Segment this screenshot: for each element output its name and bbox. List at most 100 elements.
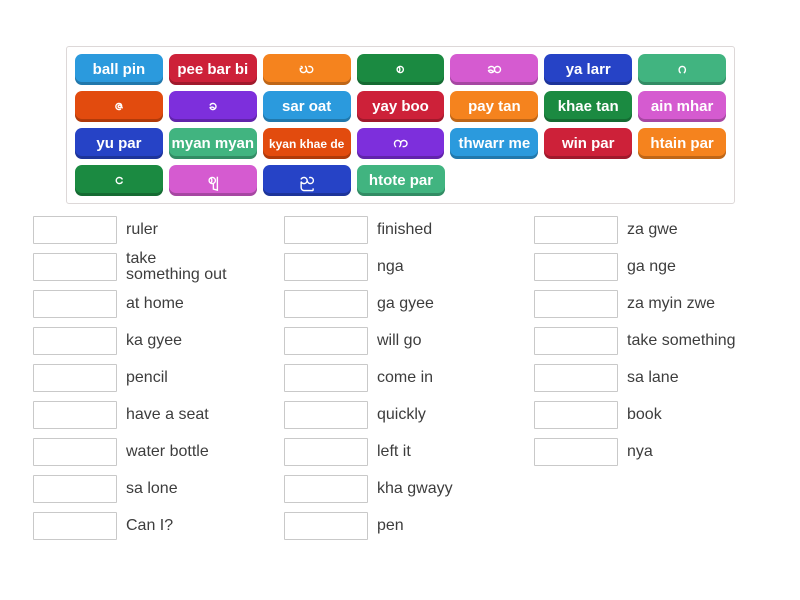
answer-slot[interactable] — [33, 253, 117, 281]
match-tile[interactable]: htain par — [638, 128, 727, 159]
match-row: za myin zwe — [534, 290, 800, 318]
match-tile[interactable]: ဇ — [75, 91, 163, 122]
answer-label: left it — [377, 443, 411, 460]
match-row: at home — [33, 290, 283, 318]
answer-slot[interactable] — [33, 401, 117, 429]
match-row: za gwe — [534, 216, 800, 244]
answer-label: za myin zwe — [627, 295, 716, 312]
answer-label: ga gyee — [377, 295, 434, 312]
match-tile[interactable]: ည — [263, 165, 351, 196]
answer-slot[interactable] — [534, 364, 618, 392]
answer-slot[interactable] — [534, 401, 618, 429]
answer-label: kha gwayy — [377, 480, 453, 497]
answer-label: ga nge — [627, 258, 676, 275]
answer-slot[interactable] — [33, 475, 117, 503]
match-tile[interactable]: myan myan — [168, 128, 257, 159]
match-tile[interactable]: ခ — [168, 91, 257, 122]
match-tile[interactable]: yay boo — [356, 91, 445, 122]
match-row: Can I? — [33, 512, 283, 540]
match-row: come in — [284, 364, 534, 392]
match-row: finished — [284, 216, 534, 244]
answer-label: nya — [627, 443, 653, 460]
answer-slot[interactable] — [284, 438, 368, 466]
answer-slot[interactable] — [534, 290, 618, 318]
match-row: nya — [534, 438, 800, 466]
answer-label: Can I? — [126, 517, 174, 534]
match-row: take something — [534, 327, 800, 355]
answer-label: come in — [377, 369, 434, 386]
answer-slot[interactable] — [33, 216, 117, 244]
match-tile[interactable]: င — [75, 165, 163, 196]
answer-label: pencil — [126, 369, 168, 386]
match-tile[interactable]: thwarr me — [450, 128, 539, 159]
answer-slot[interactable] — [284, 216, 368, 244]
answer-slot[interactable] — [534, 216, 618, 244]
tile-row: ball pin pee bar bi ဃ စ ဆ ya larr ဂ — [72, 51, 729, 88]
answer-slot[interactable] — [284, 290, 368, 318]
match-tile[interactable]: win par — [544, 128, 633, 159]
answer-slot[interactable] — [534, 438, 618, 466]
answer-slot[interactable] — [534, 327, 618, 355]
tile-panel: ball pin pee bar bi ဃ စ ဆ ya larr ဂ ဇ ခ … — [66, 46, 735, 204]
match-row: book — [534, 401, 800, 429]
match-row: quickly — [284, 401, 534, 429]
match-tile[interactable]: ball pin — [75, 54, 163, 85]
match-row: sa lane — [534, 364, 800, 392]
tile-row: ဇ ခ sar oat yay boo pay tan khae tan ain… — [72, 88, 729, 125]
match-tile[interactable]: kyan khae de — [262, 128, 351, 159]
match-tile[interactable]: ဃ — [262, 54, 351, 85]
match-tile[interactable]: ya larr — [544, 54, 633, 85]
answer-slot[interactable] — [284, 475, 368, 503]
answer-label: book — [627, 406, 662, 423]
match-tile[interactable]: khae tan — [544, 91, 633, 122]
answer-label: sa lane — [627, 369, 679, 386]
answer-label: take something out — [126, 250, 227, 283]
answer-slot[interactable] — [534, 253, 618, 281]
match-row: will go — [284, 327, 534, 355]
answer-slot[interactable] — [284, 327, 368, 355]
answer-label: have a seat — [126, 406, 209, 423]
match-row: kha gwayy — [284, 475, 534, 503]
match-tile[interactable]: ဈ — [169, 165, 257, 196]
match-row: ga nge — [534, 253, 800, 281]
match-tile[interactable]: ဆ — [450, 54, 539, 85]
match-tile[interactable]: ain mhar — [638, 91, 727, 122]
answer-label: will go — [377, 332, 422, 349]
tile-row: င ဈ ည htote par — [72, 162, 729, 199]
match-row: water bottle — [33, 438, 283, 466]
answer-label: take something — [627, 332, 736, 349]
answer-label: za gwe — [627, 221, 678, 238]
match-row: sa lone — [33, 475, 283, 503]
match-row: nga — [284, 253, 534, 281]
answer-label: sa lone — [126, 480, 178, 497]
answer-label: at home — [126, 295, 184, 312]
answer-label: ka gyee — [126, 332, 183, 349]
answer-label: pen — [377, 517, 404, 534]
answer-slot[interactable] — [284, 253, 368, 281]
answer-slot[interactable] — [33, 512, 117, 540]
match-row: ga gyee — [284, 290, 534, 318]
match-row: ka gyee — [33, 327, 283, 355]
match-tile[interactable]: pay tan — [450, 91, 539, 122]
answer-label: finished — [377, 221, 433, 238]
answer-slot[interactable] — [33, 327, 117, 355]
answer-column-3: za gwe ga nge za myin zwe take something… — [534, 216, 800, 475]
answer-label: water bottle — [126, 443, 209, 460]
tile-row: yu par myan myan kyan khae de က thwarr m… — [72, 125, 729, 162]
match-tile[interactable]: sar oat — [262, 91, 351, 122]
answer-slot[interactable] — [33, 290, 117, 318]
answer-label: nga — [377, 258, 404, 275]
match-tile[interactable]: pee bar bi — [168, 54, 257, 85]
answer-slot[interactable] — [33, 438, 117, 466]
match-tile[interactable]: က — [356, 128, 445, 159]
match-tile[interactable]: စ — [356, 54, 445, 85]
match-tile[interactable]: htote par — [357, 165, 445, 196]
answer-column-1: ruler take something out at home ka gyee… — [33, 216, 283, 549]
answer-slot[interactable] — [33, 364, 117, 392]
answer-slot[interactable] — [284, 512, 368, 540]
answer-slot[interactable] — [284, 364, 368, 392]
match-tile[interactable]: ဂ — [638, 54, 727, 85]
match-tile[interactable]: yu par — [75, 128, 163, 159]
answer-slot[interactable] — [284, 401, 368, 429]
